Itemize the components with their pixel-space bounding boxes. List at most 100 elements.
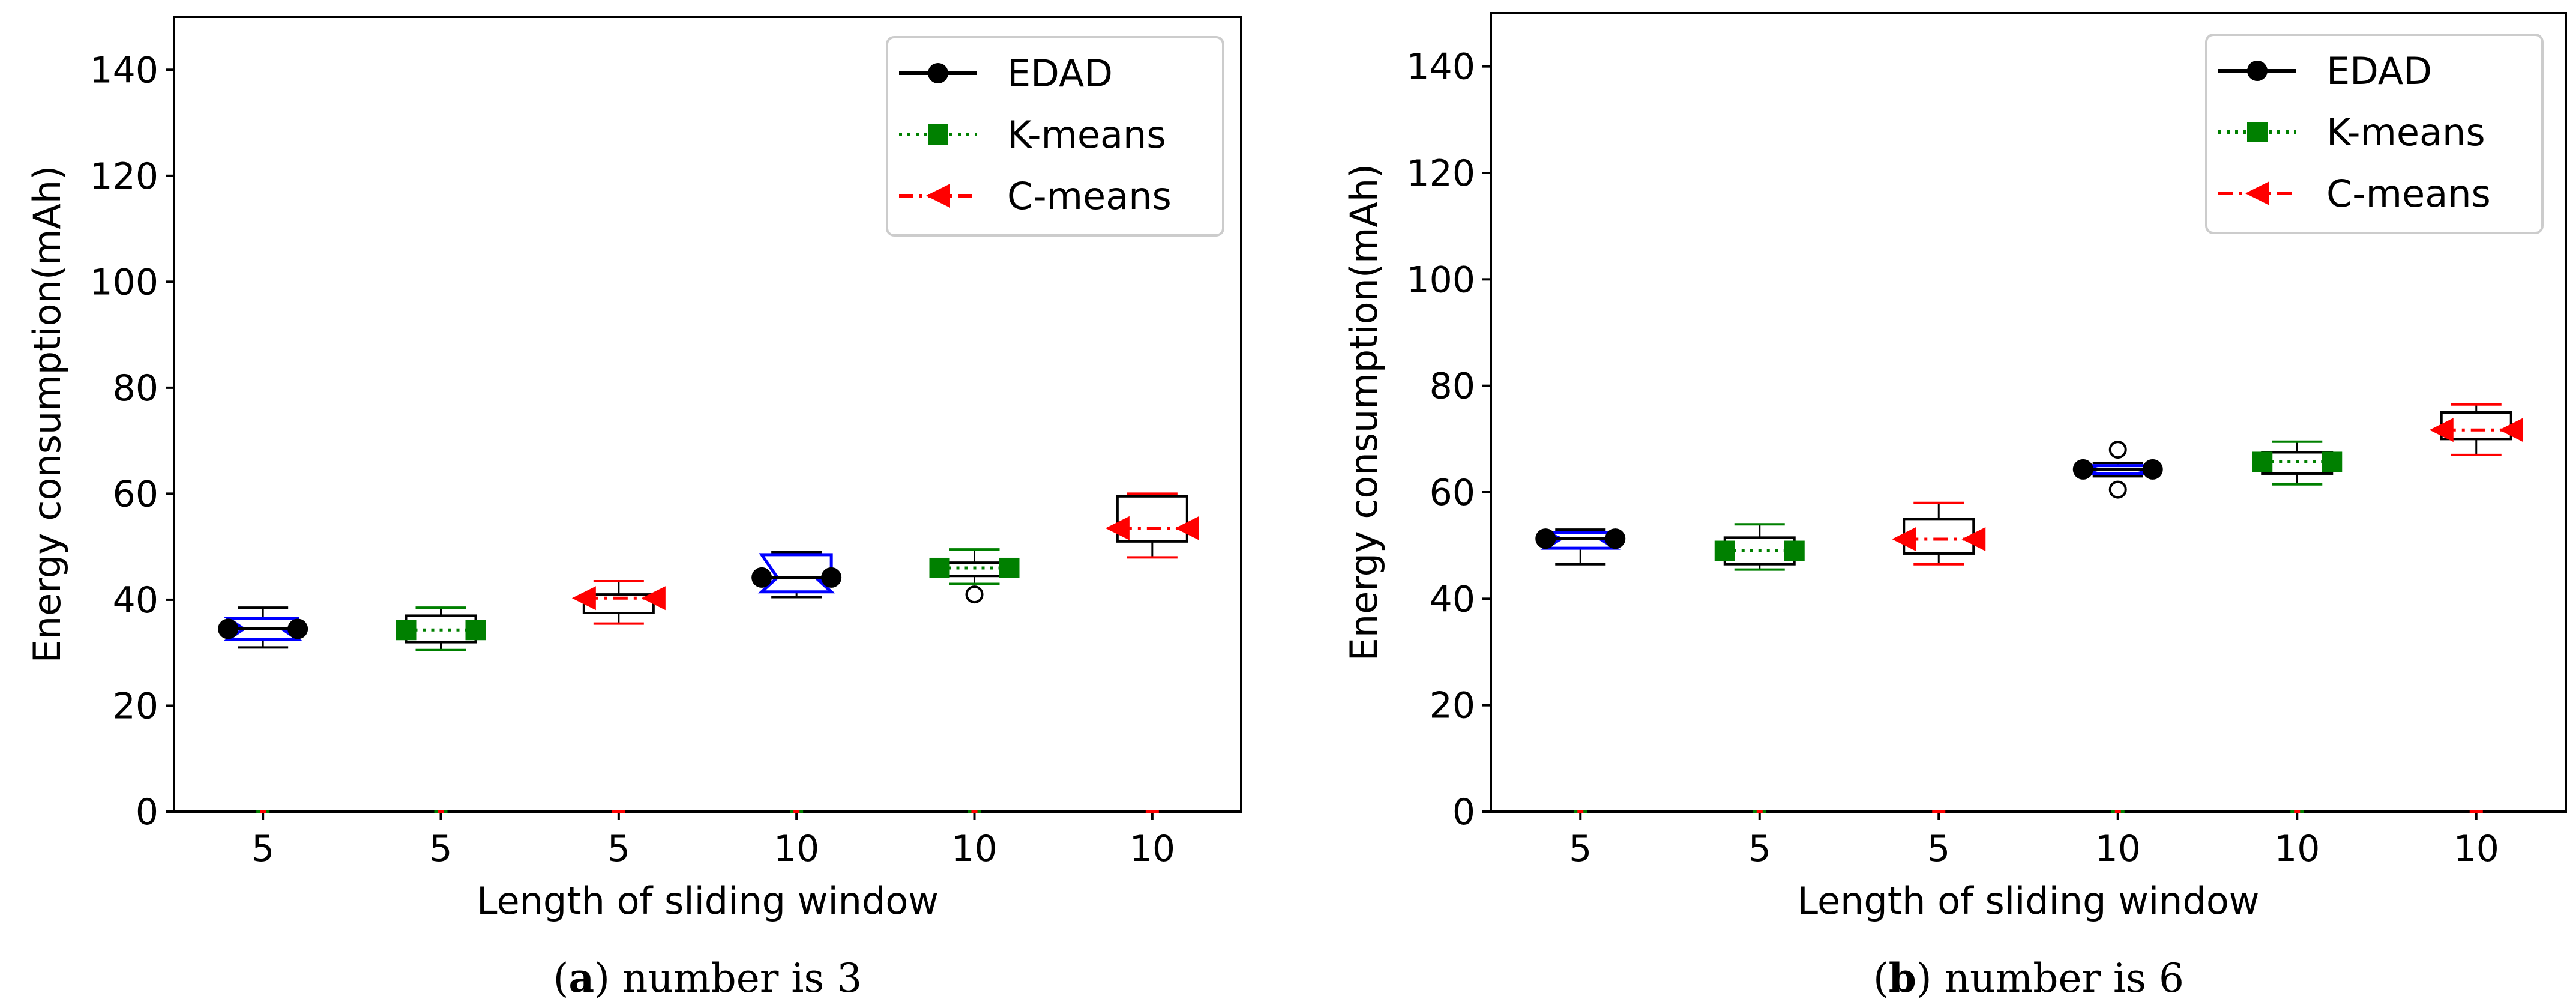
median-marker-right xyxy=(2142,459,2163,480)
caption-text: ) number is 6 xyxy=(1916,955,2184,1001)
notched-box xyxy=(1540,531,1621,550)
outlier-point xyxy=(2108,441,2127,459)
box-c-means-2 xyxy=(571,580,666,813)
y-tick-label: 140 xyxy=(1406,46,1475,88)
box-c-means-5 xyxy=(2429,403,2523,813)
median-marker-right xyxy=(999,557,1020,578)
box-k-means-1 xyxy=(396,606,486,813)
median-marker-left xyxy=(396,620,417,641)
y-tick-label: 120 xyxy=(89,155,158,198)
median-marker-left xyxy=(1714,540,1735,561)
box-k-means-4 xyxy=(2252,440,2343,813)
median-marker-right xyxy=(641,586,666,611)
median-marker-right xyxy=(287,618,308,639)
median-marker-right xyxy=(1175,516,1199,540)
y-tick-label: 40 xyxy=(1430,578,1475,620)
median-marker-left xyxy=(751,567,772,588)
caption-text: ) number is 3 xyxy=(594,955,862,1001)
figure-caption: (a) number is 3 xyxy=(553,955,862,1001)
caption-letter: b xyxy=(1889,955,1916,1001)
median-marker-right xyxy=(1961,527,1986,552)
x-tick-label: 5 xyxy=(1569,828,1592,870)
caption-letter: a xyxy=(568,955,594,1001)
chart-panel-b: 0 20 40 60 80 100 120 140 5 5 5 10 10 10 Length of sli… xyxy=(1342,12,2567,1001)
x-axis-label: Length of sliding window xyxy=(477,879,939,923)
caption-open: ( xyxy=(1873,955,1889,1001)
median-marker-left xyxy=(2072,459,2093,480)
box-k-means-4 xyxy=(929,548,1020,813)
y-tick-label: 140 xyxy=(89,49,158,91)
legend-frame xyxy=(2205,34,2544,234)
box-edad-3 xyxy=(751,551,842,813)
x-tick-label: 5 xyxy=(607,828,630,870)
outlier-point xyxy=(965,585,984,604)
chart-panel-a: 0 20 40 60 80 100 120 140 5 5 5 10 10 10 Length of sli… xyxy=(25,16,1242,1001)
y-tick-label: 0 xyxy=(1452,791,1475,833)
median-marker-right xyxy=(821,567,842,588)
legend-label: EDAD xyxy=(1007,52,1113,95)
figure-caption: (b) number is 6 xyxy=(1873,955,2184,1001)
median-marker-left xyxy=(218,618,239,639)
y-tick-label: 60 xyxy=(1430,472,1475,514)
x-tick-label: 10 xyxy=(951,828,997,870)
legend-label: K-means xyxy=(1007,113,1166,157)
y-tick-label: 60 xyxy=(113,473,158,515)
x-tick-label: 5 xyxy=(251,828,274,870)
box-c-means-5 xyxy=(1105,492,1199,813)
x-tick-label: 10 xyxy=(774,828,819,870)
y-tick-label: 0 xyxy=(136,791,158,833)
notched-box xyxy=(757,553,835,594)
plot-frame xyxy=(173,16,1242,813)
legend-marker xyxy=(2247,122,2268,142)
x-tick-label: 10 xyxy=(2454,828,2499,870)
median-marker-right xyxy=(1784,540,1805,561)
median-marker-left xyxy=(929,557,950,578)
legend-frame xyxy=(886,36,1224,237)
legend-marker xyxy=(926,184,950,208)
y-tick-label: 100 xyxy=(1406,259,1475,301)
median-marker-right xyxy=(465,620,486,641)
legend-marker xyxy=(2245,181,2269,205)
legend-label: C-means xyxy=(2326,172,2491,216)
x-tick-label: 10 xyxy=(1130,828,1175,870)
y-tick-label: 20 xyxy=(113,685,158,727)
median-marker-left xyxy=(2429,418,2454,442)
x-axis-label: Length of sliding window xyxy=(1798,879,2260,923)
y-tick-label: 80 xyxy=(1430,366,1475,408)
x-tick-label: 10 xyxy=(2095,828,2141,870)
y-axis-label: Energy consumption(mAh) xyxy=(1342,164,1386,662)
median-marker-left xyxy=(1535,528,1556,549)
legend-marker xyxy=(928,124,948,145)
legend: EDAD K-means C-means xyxy=(886,36,1224,237)
median-marker-left xyxy=(571,586,596,611)
legend-marker xyxy=(928,63,948,83)
median-marker-right xyxy=(2322,451,2343,472)
median-marker-right xyxy=(1605,528,1626,549)
legend-marker xyxy=(2247,61,2268,81)
median-marker-left xyxy=(1892,527,1916,552)
median-marker-left xyxy=(2252,451,2273,472)
box xyxy=(1116,495,1188,543)
y-tick-label: 100 xyxy=(89,261,158,303)
legend: EDAD K-means C-means xyxy=(2205,34,2544,234)
y-tick-label: 120 xyxy=(1406,152,1475,195)
box-edad-0 xyxy=(1535,528,1626,813)
x-tick-label: 5 xyxy=(429,828,452,870)
plot-frame xyxy=(1490,12,2567,813)
x-tick-label: 5 xyxy=(1748,828,1771,870)
legend-label: C-means xyxy=(1007,174,1172,218)
box-edad-0 xyxy=(218,606,308,813)
y-axis-label: Energy consumption(mAh) xyxy=(25,166,69,663)
outlier-point xyxy=(2108,480,2127,499)
x-tick-label: 5 xyxy=(1927,828,1950,870)
y-tick-label: 80 xyxy=(113,367,158,409)
median-marker-right xyxy=(2499,418,2523,442)
legend-label: EDAD xyxy=(2326,49,2432,93)
y-tick-label: 20 xyxy=(1430,685,1475,727)
legend-label: K-means xyxy=(2326,110,2485,154)
caption-open: ( xyxy=(553,955,569,1001)
median-marker-left xyxy=(1105,516,1130,540)
box-edad-3 xyxy=(2072,441,2163,813)
x-tick-label: 10 xyxy=(2274,828,2320,870)
